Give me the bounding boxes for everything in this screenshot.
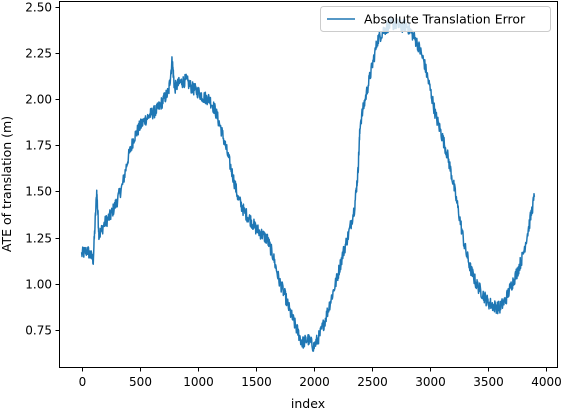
y-axis-label: ATE of translation (m) — [0, 116, 14, 252]
y-axis: 0.75 1.00 1.25 1.50 1.75 2.00 2.25 2.50 — [25, 1, 60, 338]
y-tick-label: 1.00 — [25, 278, 52, 292]
plot-frame — [59, 1, 558, 368]
legend-entry: Absolute Translation Error — [364, 12, 526, 27]
x-tick-label: 0 — [79, 375, 87, 389]
y-tick-label: 2.00 — [25, 93, 52, 107]
x-axis-label: index — [291, 396, 325, 411]
legend-box — [320, 6, 551, 32]
x-tick-label: 2000 — [299, 375, 330, 389]
plot-area — [59, 1, 557, 367]
y-tick-label: 1.25 — [25, 232, 52, 246]
x-tick-label: 3500 — [473, 375, 504, 389]
y-tick-label: 2.50 — [25, 1, 52, 15]
legend: Absolute Translation Error — [320, 6, 551, 32]
x-axis: 0 500 1000 1500 2000 2500 3000 3500 4000 — [79, 367, 562, 389]
y-tick-label: 1.75 — [25, 139, 52, 153]
x-tick-label: 2500 — [357, 375, 388, 389]
x-tick-label: 500 — [129, 375, 152, 389]
x-tick-label: 4000 — [531, 375, 562, 389]
series-layer — [80, 17, 536, 352]
y-tick-label: 2.25 — [25, 47, 52, 61]
series-line — [80, 17, 536, 352]
x-tick-label: 1500 — [241, 375, 272, 389]
x-tick-label: 1000 — [183, 375, 214, 389]
y-tick-label: 1.50 — [25, 185, 52, 199]
x-tick-label: 3000 — [415, 375, 446, 389]
y-tick-label: 0.75 — [25, 324, 52, 338]
